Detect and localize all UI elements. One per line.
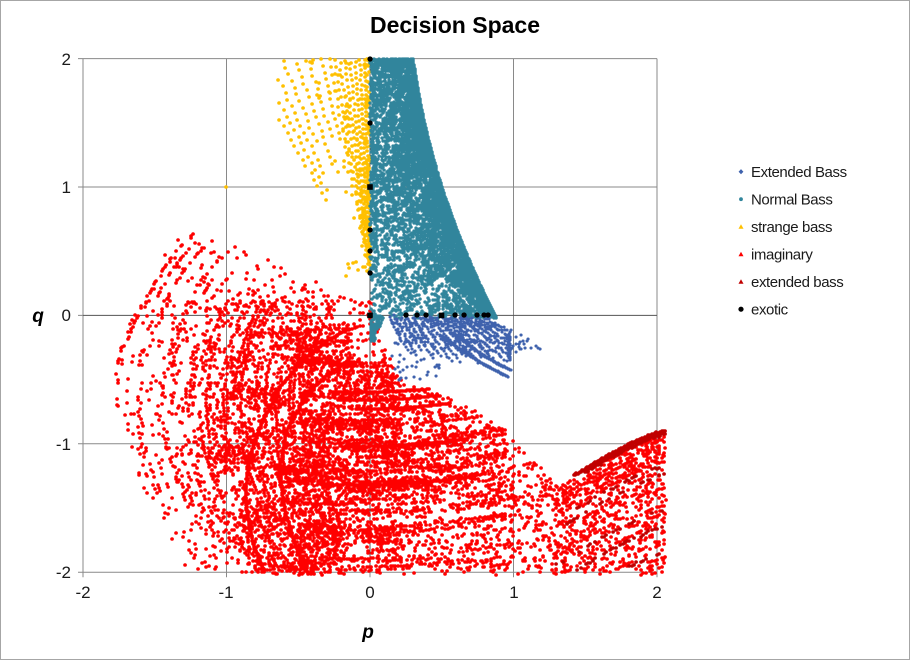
svg-text:0: 0 (62, 306, 71, 325)
svg-text:-1: -1 (56, 435, 71, 454)
svg-text:1: 1 (62, 178, 71, 197)
svg-text:p: p (361, 622, 374, 643)
svg-text:Decision Space: Decision Space (370, 12, 540, 38)
svg-text:-2: -2 (56, 563, 71, 582)
svg-text:Extended Bass: Extended Bass (751, 164, 847, 181)
svg-text:strange bass: strange bass (751, 219, 832, 236)
svg-text:2: 2 (652, 583, 661, 602)
svg-text:2: 2 (62, 50, 71, 69)
svg-text:extended bass: extended bass (751, 274, 843, 291)
svg-text:q: q (32, 306, 44, 327)
svg-text:-2: -2 (75, 583, 90, 602)
svg-text:imaginary: imaginary (751, 247, 813, 264)
svg-text:0: 0 (365, 583, 374, 602)
svg-text:1: 1 (509, 583, 518, 602)
svg-text:-1: -1 (218, 583, 233, 602)
svg-text:Normal Bass: Normal Bass (751, 192, 832, 209)
svg-text:exotic: exotic (751, 302, 789, 319)
